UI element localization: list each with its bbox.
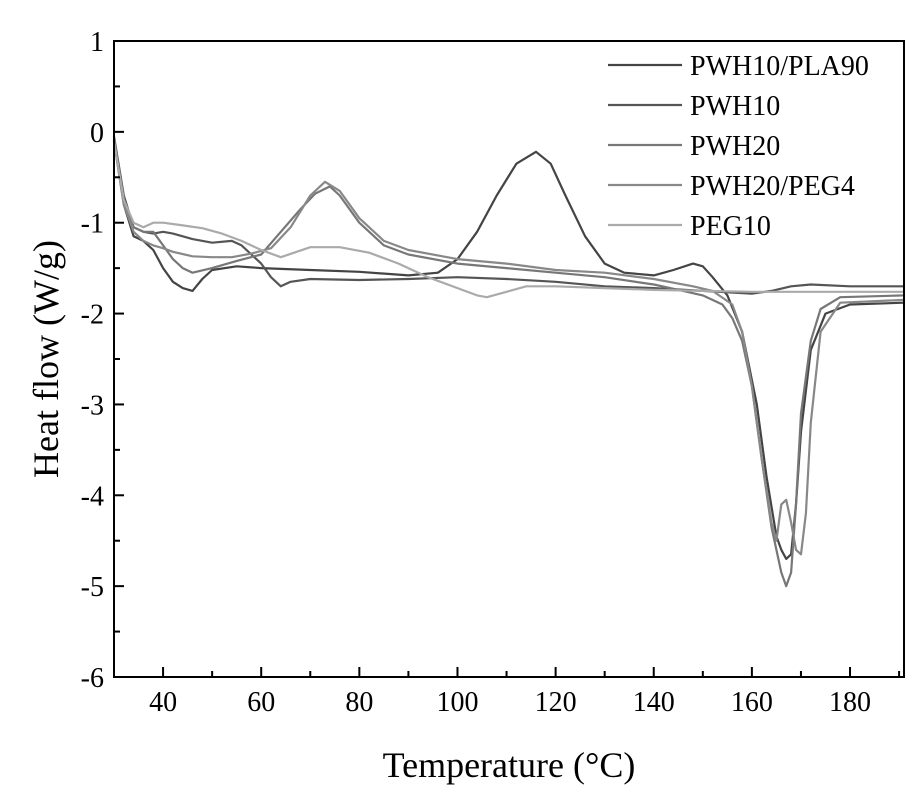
- x-axis: 40 60 80 100 120 140 160 180: [114, 667, 899, 718]
- legend-label: PWH20/PEG4: [690, 171, 855, 202]
- y-tick-label: -5: [81, 572, 104, 603]
- y-tick-label: -1: [81, 209, 104, 240]
- y-tick-label: -6: [81, 663, 104, 694]
- series-line-2: [114, 141, 904, 586]
- plot-series-group: [114, 136, 904, 586]
- y-tick-label: -3: [81, 390, 104, 421]
- y-axis-title: Heat flow (W/g): [26, 240, 66, 478]
- x-tick-label: 180: [829, 687, 871, 718]
- x-tick-label: 120: [535, 687, 577, 718]
- y-tick-label: -2: [81, 300, 104, 331]
- x-tick-label: 60: [247, 687, 275, 718]
- legend-label: PWH10/PLA90: [690, 51, 869, 82]
- x-tick-label: 80: [345, 687, 373, 718]
- y-axis: 1 0 -1 -2 -3 -4 -5 -6: [81, 27, 124, 694]
- x-axis-title: Temperature (°C): [383, 745, 636, 785]
- legend-label: PEG10: [690, 211, 771, 242]
- x-tick-label: 140: [633, 687, 675, 718]
- y-tick-label: 1: [90, 27, 104, 58]
- series-line-4: [114, 141, 904, 297]
- y-tick-label: -4: [81, 481, 104, 512]
- series-line-1: [114, 136, 904, 293]
- legend-label: PWH20: [690, 131, 780, 162]
- series-line-3: [114, 141, 904, 554]
- x-tick-label: 40: [149, 687, 177, 718]
- legend: PWH10/PLA90 PWH10 PWH20 PWH20/PEG4 PEG10: [608, 51, 869, 242]
- y-tick-label: 0: [90, 118, 104, 149]
- legend-label: PWH10: [690, 91, 780, 122]
- series-line-0: [114, 141, 904, 559]
- x-tick-label: 100: [436, 687, 478, 718]
- x-tick-label: 160: [731, 687, 773, 718]
